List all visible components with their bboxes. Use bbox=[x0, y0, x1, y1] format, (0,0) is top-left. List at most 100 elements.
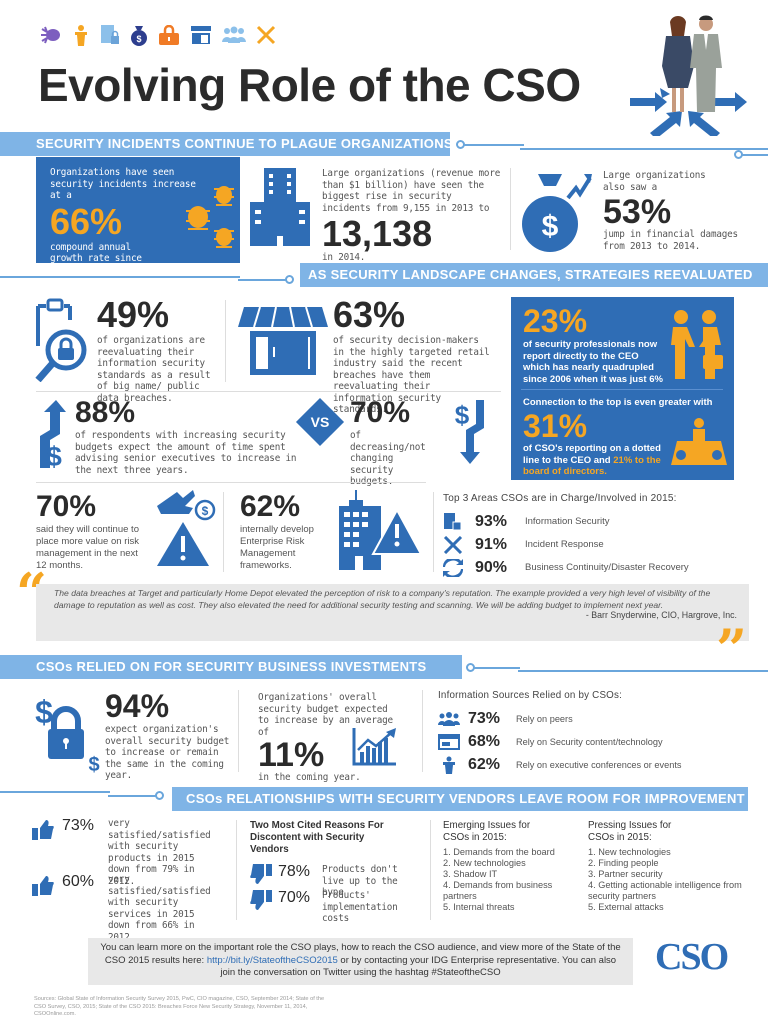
stat-desc: of respondents with increasing security … bbox=[75, 430, 297, 476]
vs-label: VS bbox=[310, 414, 330, 430]
stat-88: 88% of respondents with increasing secur… bbox=[75, 398, 300, 476]
refresh-arrows-icon bbox=[443, 558, 463, 577]
pressing-item: 1. New technologies bbox=[588, 847, 671, 857]
top3-label: Information Security bbox=[525, 515, 610, 527]
quote-box: The data breaches at Target and particul… bbox=[36, 584, 749, 641]
source-label: Rely on Security content/technology bbox=[516, 736, 663, 747]
quote-author: - Barr Snyderwine, CIO, Hargrove, Inc. bbox=[585, 610, 737, 620]
top3-value: 91% bbox=[475, 535, 508, 553]
podium-icon bbox=[443, 756, 455, 774]
circuit-line bbox=[474, 667, 520, 669]
cso-logo: CSO bbox=[655, 936, 729, 978]
discontent-item: 70% Products' implementation costs bbox=[250, 890, 425, 925]
discontent-title: Two Most Cited Reasons For Discontent wi… bbox=[250, 820, 384, 855]
executives-hero-image bbox=[610, 8, 760, 136]
stat-intro: Large organizations also saw a bbox=[603, 170, 706, 193]
briefcase-lock-icon bbox=[159, 25, 179, 45]
svg-text:$: $ bbox=[136, 34, 141, 44]
divider bbox=[510, 168, 511, 250]
money-bag-icon: $ bbox=[131, 26, 147, 46]
growth-chart-icon bbox=[352, 728, 396, 766]
stat-value: 70% bbox=[350, 396, 411, 429]
stat-desc-highlight: 21% to the board of directors. bbox=[523, 454, 661, 478]
top3-item: 91% Incident Response bbox=[443, 533, 743, 556]
thumbs-up-icon bbox=[32, 876, 54, 896]
stat-box-66: Organizations have seen security inciden… bbox=[36, 157, 240, 276]
satisfaction-list: 73% very satisfied/satisfied with securi… bbox=[32, 818, 232, 943]
stat-intro: Large organizations (revenue more than $… bbox=[322, 168, 501, 214]
circuit-line bbox=[0, 276, 240, 278]
sources-footnote: Sources: Global State of Information Sec… bbox=[34, 996, 325, 1017]
source-item: 73% Rely on peers bbox=[438, 707, 758, 730]
circuit-line bbox=[742, 154, 768, 156]
svg-text:$: $ bbox=[542, 210, 559, 243]
dollar-arrow-up-icon: $ bbox=[40, 400, 66, 470]
pressing-item: 5. External attacks bbox=[588, 902, 664, 912]
stat-value: 70% bbox=[36, 490, 97, 523]
browser-window-icon bbox=[438, 733, 460, 750]
dollar-arrow-down-icon: $ bbox=[455, 400, 484, 464]
building-warning-icon bbox=[339, 490, 421, 570]
discontent-desc: Products' implementation costs bbox=[322, 890, 398, 924]
stat-value: 62% bbox=[240, 490, 301, 523]
section-header-investments: CSOs RELIED ON FOR SECURITY BUSINESS INV… bbox=[0, 655, 462, 679]
money-bag-arrow-icon: $ bbox=[522, 174, 592, 252]
stat-desc: in 2014. bbox=[322, 252, 366, 263]
stat-desc: in the coming year. bbox=[258, 772, 361, 783]
stat-53: Large organizations also saw a 53% jump … bbox=[603, 170, 763, 252]
discontent-reasons: Two Most Cited Reasons For Discontent wi… bbox=[250, 820, 425, 925]
discontent-item: 78% Products don't live up to the hype bbox=[250, 863, 425, 898]
stat-box-reporting: 23% of security professionals now report… bbox=[511, 297, 734, 480]
stat-desc: of security professionals now report dir… bbox=[523, 339, 663, 385]
stat-desc: said they will continue to place more va… bbox=[36, 524, 139, 571]
satisfaction-desc: very satisfied/satisfied with security p… bbox=[108, 818, 211, 887]
stat-11: Organizations' overall security budget e… bbox=[258, 692, 413, 784]
emerging-item: 3. Shadow IT bbox=[443, 869, 498, 879]
footer-text-before: You can learn more on the important role… bbox=[100, 942, 621, 966]
discontent-value: 78% bbox=[278, 863, 311, 880]
satisfaction-item: 60% very satisfied/satisfied with securi… bbox=[32, 873, 232, 943]
tools-icon bbox=[443, 535, 463, 554]
satisfaction-value: 60% bbox=[62, 873, 95, 890]
svg-text:$: $ bbox=[455, 400, 470, 430]
section-header-landscape: AS SECURITY LANDSCAPE CHANGES, STRATEGIE… bbox=[300, 263, 768, 287]
circuit-node bbox=[155, 791, 164, 800]
divider bbox=[430, 820, 431, 920]
source-value: 62% bbox=[468, 755, 501, 773]
divider bbox=[36, 391, 501, 392]
stat-desc: of CSO's reporting on a dotted line to t… bbox=[523, 443, 663, 478]
pressing-item: 2. Finding people bbox=[588, 858, 659, 868]
stat-63: 63% of security decision-makers in the h… bbox=[333, 297, 493, 416]
pressing-item: 4. Getting actionable intelligence from … bbox=[588, 880, 742, 901]
info-sources: Information Sources Relied on by CSOs: 7… bbox=[438, 690, 758, 776]
stat-value: 53% bbox=[603, 193, 672, 231]
pressing-title: Pressing Issues for CSOs in 2015: bbox=[588, 820, 672, 843]
podium-icon bbox=[75, 25, 87, 46]
bugs-icon bbox=[186, 186, 234, 248]
svg-text:$: $ bbox=[35, 694, 53, 730]
lock-dollar-icon: $ $ bbox=[35, 694, 99, 773]
close-quote-icon: ” bbox=[716, 617, 748, 681]
stat-intro: Organizations' overall security budget e… bbox=[258, 692, 393, 738]
source-item: 68% Rely on Security content/technology bbox=[438, 730, 758, 753]
info-sources-title: Information Sources Relied on by CSOs: bbox=[438, 690, 623, 701]
emerging-item: 1. Demands from the board bbox=[443, 847, 555, 857]
stat-desc: of security decision-makers in the highl… bbox=[333, 335, 490, 415]
stat-70-decreasing: 70% of decreasing/not changing security … bbox=[350, 398, 440, 488]
top3-value: 90% bbox=[475, 558, 508, 576]
pressing-item: 3. Partner security bbox=[588, 869, 663, 879]
footer-link[interactable]: http://bit.ly/StateoftheCSO2015 bbox=[206, 954, 338, 966]
stat-desc-text: of CSO's reporting on a dotted line to t… bbox=[523, 443, 661, 466]
stat-desc: jump in financial damages from 2013 to 2… bbox=[603, 229, 738, 252]
source-label: Rely on peers bbox=[516, 713, 573, 724]
section-header-incidents: SECURITY INCIDENTS CONTINUE TO PLAGUE OR… bbox=[0, 132, 453, 156]
source-label: Rely on executive conferences or events bbox=[516, 759, 682, 770]
quote-text: The data breaches at Target and particul… bbox=[54, 588, 711, 610]
emerging-item: 4. Demands from business partners bbox=[443, 880, 553, 901]
stat-value: 13,138 bbox=[322, 213, 433, 254]
stat-desc: of decreasing/not changing security budg… bbox=[350, 430, 426, 487]
stat-value: 66% bbox=[50, 200, 123, 242]
stat-desc: expect organization's overall security b… bbox=[105, 724, 230, 781]
office-building-icon bbox=[250, 168, 310, 246]
stat-value: 63% bbox=[333, 294, 406, 335]
